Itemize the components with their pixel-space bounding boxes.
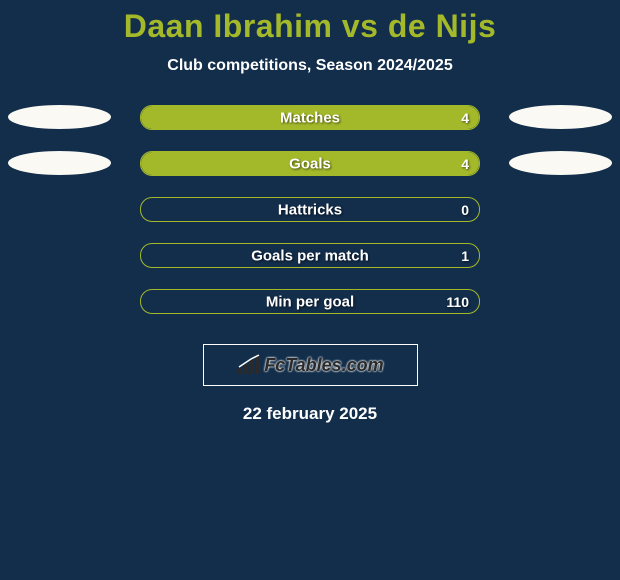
avatar-right-icon	[509, 105, 612, 129]
stat-row-matches: Matches 4	[0, 105, 620, 130]
stat-label: Goals per match	[251, 247, 369, 264]
stat-label: Goals	[289, 155, 331, 172]
stats-area: Matches 4 Goals 4 Hattricks 0 Goals per …	[0, 105, 620, 314]
stat-label: Hattricks	[278, 201, 342, 218]
stat-value: 4	[461, 156, 469, 172]
stat-row-gpm: Goals per match 1	[0, 243, 620, 268]
stat-label: Min per goal	[266, 293, 354, 310]
stat-bar: Matches 4	[140, 105, 480, 130]
stat-value: 4	[461, 110, 469, 126]
bar-chart-icon	[236, 354, 262, 376]
stat-bar: Goals 4	[140, 151, 480, 176]
stat-row-goals: Goals 4	[0, 151, 620, 176]
stat-bar: Hattricks 0	[140, 197, 480, 222]
stat-row-mpg: Min per goal 110	[0, 289, 620, 314]
stat-row-hattricks: Hattricks 0	[0, 197, 620, 222]
stat-bar: Min per goal 110	[140, 289, 480, 314]
date-text: 22 february 2025	[0, 404, 620, 424]
stat-label: Matches	[280, 109, 340, 126]
avatar-left-icon	[8, 151, 111, 175]
stat-value: 1	[461, 248, 469, 264]
logo-text: FcTables.com	[264, 355, 383, 376]
comparison-title: Daan Ibrahim vs de Nijs	[0, 0, 620, 45]
avatar-left-icon	[8, 105, 111, 129]
stat-value: 0	[461, 202, 469, 218]
stat-bar: Goals per match 1	[140, 243, 480, 268]
stat-value: 110	[446, 294, 469, 310]
season-subtitle: Club competitions, Season 2024/2025	[0, 57, 620, 75]
avatar-right-icon	[509, 151, 612, 175]
fctables-logo: FcTables.com	[203, 344, 418, 386]
